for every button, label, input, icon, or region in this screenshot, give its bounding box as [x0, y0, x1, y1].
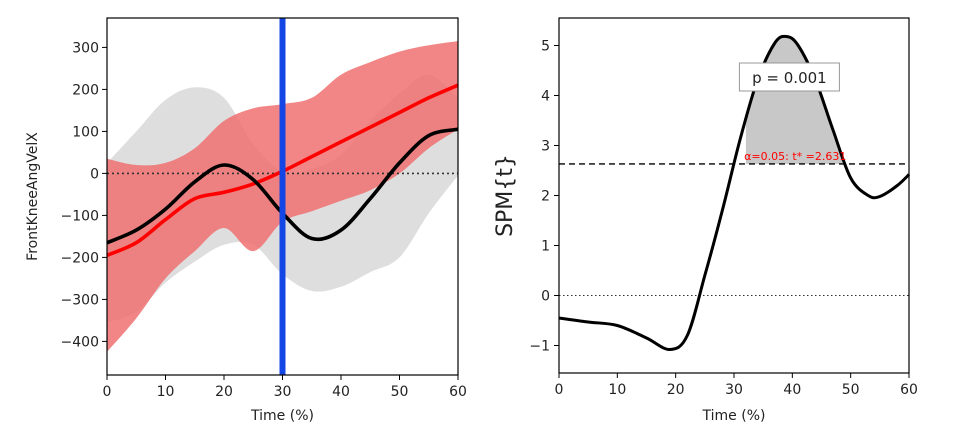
right-x-tick-label: 10: [608, 382, 626, 398]
right-x-axis-label: Time (%): [702, 408, 766, 424]
left-y-axis-label: FrontKneeAngVelX: [25, 132, 41, 261]
right-y-tick-label: 5: [541, 39, 550, 55]
left-y-tick-label: −300: [61, 292, 99, 308]
left-x-axis-label: Time (%): [250, 408, 314, 424]
left-y-tick-label: 300: [72, 40, 99, 56]
p-value-box-frame: [738, 62, 840, 92]
right-y-tick-label: 4: [541, 89, 550, 105]
left-x-tick-label: 10: [157, 384, 175, 400]
left-y-tick-label: −400: [61, 334, 99, 350]
left-x-tick-label: 20: [215, 384, 233, 400]
right-y-tick-label: 2: [541, 189, 550, 205]
right-x-tick-label: 50: [842, 382, 860, 398]
right-x-tick-label: 60: [900, 382, 918, 398]
p-value-box: p = 0.001: [738, 62, 840, 92]
left-x-tick-label: 50: [391, 384, 409, 400]
threshold-label: α=0.05: t* =2.631: [744, 150, 846, 163]
right-x-tick-label: 40: [783, 382, 801, 398]
left-x-tick-label: 0: [103, 384, 112, 400]
left-x-tick-label: 40: [332, 384, 350, 400]
left-y-tick-label: 100: [72, 124, 99, 140]
left-y-tick-label: −100: [61, 208, 99, 224]
left-panel: 0 10 20 30 40 50 60 300 200 100 0 −100 −200 −300 −400…: [25, 17, 467, 424]
left-y-tick-label: 0: [90, 166, 99, 182]
right-x-tick-label: 30: [725, 382, 743, 398]
right-plot-frame: [558, 17, 910, 374]
spm-t-curve: [558, 34, 911, 351]
left-y-tick-label: 200: [72, 82, 99, 98]
right-y-tick-label: 1: [541, 239, 550, 255]
right-y-tick-label: 3: [541, 139, 550, 155]
left-y-tick-label: −200: [61, 250, 99, 266]
suprathreshold-cluster-fill: [745, 36, 843, 164]
p-value-label: p = 0.001: [752, 69, 827, 87]
left-x-tick-label: 60: [449, 384, 467, 400]
right-y-tick-label: 0: [541, 289, 550, 305]
right-x-tick-label: 0: [555, 382, 564, 398]
left-x-tick-label: 30: [274, 384, 292, 400]
right-x-tick-label: 20: [667, 382, 685, 398]
right-y-tick-label: −1: [529, 339, 550, 355]
right-y-axis-label: SPM{t}: [493, 154, 518, 237]
